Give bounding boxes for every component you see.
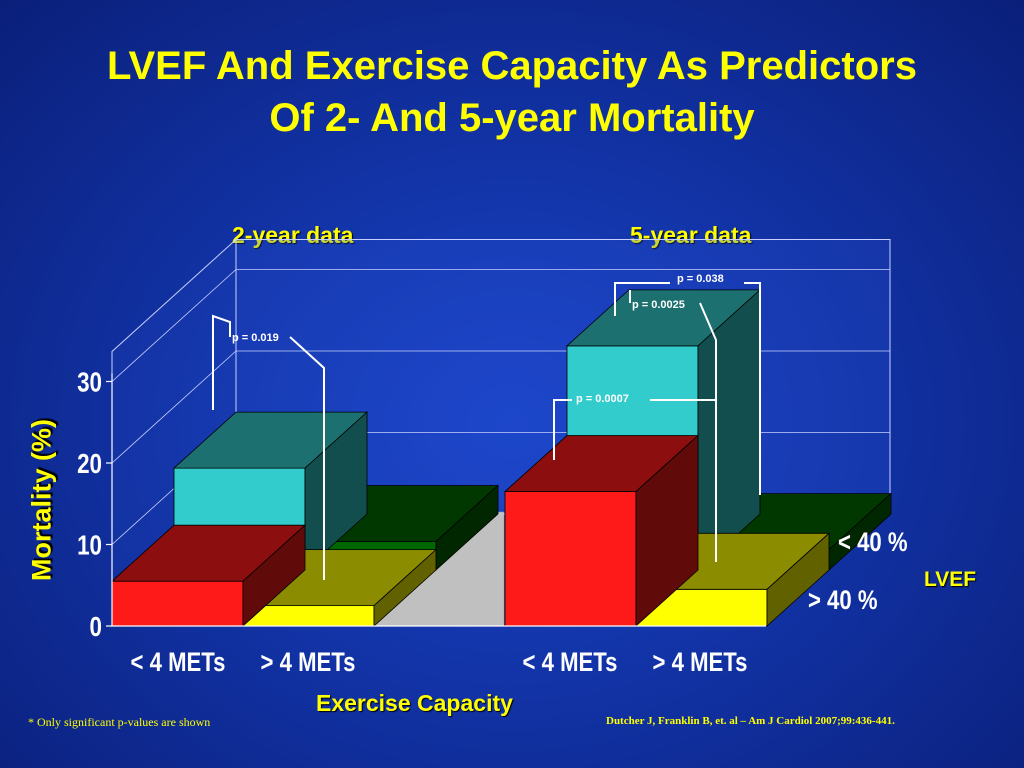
- panel-label-5-year: 5-year data: [630, 222, 752, 248]
- depth-label: > 40 %: [808, 586, 878, 616]
- x-category-label: < 4 METs: [131, 648, 226, 678]
- citation: Dutcher J, Franklin B, et. al – Am J Car…: [606, 715, 895, 727]
- bar-gt40-0: [110, 524, 307, 627]
- y-tick-label: 10: [77, 530, 102, 561]
- y-tick-label: 20: [77, 449, 102, 480]
- bar-lt40-0-side: [304, 411, 368, 571]
- p-bracket-2-right: [699, 302, 717, 562]
- footnote: * Only significant p-values are shown: [28, 715, 211, 729]
- bar-gt40-2-front: [504, 491, 637, 627]
- gridline: [111, 269, 890, 382]
- p-bracket-0-right: [289, 336, 325, 580]
- p-bracket-1: [614, 282, 670, 316]
- x-category-label: < 4 METs: [523, 648, 618, 678]
- x-axis-label: Exercise Capacity: [316, 690, 513, 716]
- p-value-label: p = 0.0025: [632, 299, 685, 311]
- depth-label: < 40 %: [838, 528, 908, 558]
- x-category-label: > 4 METs: [261, 648, 356, 678]
- p-bracket-1-right: [744, 282, 761, 495]
- legend-title: LVEF: [924, 568, 976, 591]
- bar-gt40-0-front: [111, 580, 244, 627]
- p-bracket-3: [553, 399, 572, 460]
- title-line-2: Of 2- And 5-year Mortality: [269, 96, 755, 140]
- bar-gt40-2-side: [635, 434, 699, 627]
- p-bracket-0: [212, 314, 231, 410]
- x-category-label: > 4 METs: [653, 648, 748, 678]
- slide-title: LVEF And Exercise Capacity As Predictors…: [0, 40, 1024, 144]
- p-value-label: p = 0.038: [677, 273, 724, 285]
- bar-gt40-1-side: [373, 548, 437, 627]
- panel-label-2-year: 2-year data: [232, 222, 354, 248]
- bar-gt40-3-side: [766, 532, 830, 627]
- bar-gt40-0-side: [242, 524, 306, 627]
- p-value-label: p = 0.019: [232, 332, 279, 344]
- title-line-1: LVEF And Exercise Capacity As Predictors: [107, 44, 917, 88]
- y-axis-label: Mortality (%): [26, 419, 57, 581]
- y-tick-label: 30: [77, 367, 102, 398]
- bar-gt40-2: [503, 434, 700, 627]
- y-tick-label: 0: [90, 612, 102, 643]
- p-value-label: p = 0.0007: [576, 393, 629, 405]
